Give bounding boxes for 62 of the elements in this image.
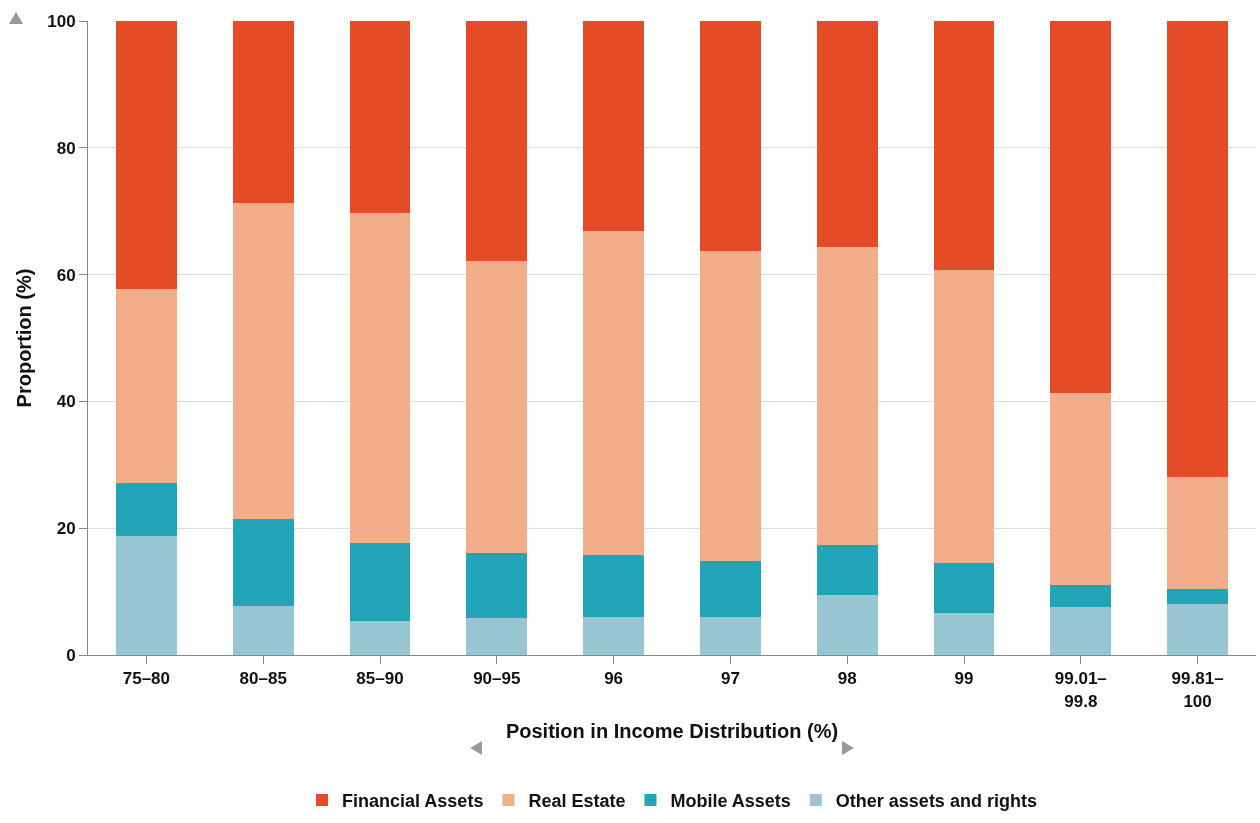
bar <box>349 620 411 655</box>
bar <box>1050 21 1112 394</box>
x-tick-label: 75–80 <box>122 669 171 689</box>
bar <box>583 616 644 655</box>
bar <box>933 270 995 564</box>
y-tick-label: 60 <box>56 265 76 285</box>
x-tick-label: 96 <box>604 669 624 689</box>
bar <box>349 21 411 214</box>
bar <box>933 563 995 613</box>
bar <box>816 21 878 247</box>
bar <box>700 561 761 617</box>
y-tick-label: 0 <box>66 645 76 665</box>
x-tick-label: 99.01– 99.8 <box>1054 669 1107 711</box>
legend-label: Mobile Assets <box>670 791 791 812</box>
bar <box>466 618 528 655</box>
bar <box>116 535 177 655</box>
y-tick-label: 40 <box>56 392 76 412</box>
bar <box>1167 21 1228 477</box>
bar <box>232 21 294 203</box>
bar <box>116 483 177 536</box>
x-tick-label: 97 <box>720 669 740 689</box>
bar <box>700 21 761 251</box>
bar <box>116 21 177 289</box>
bar <box>1050 607 1112 655</box>
bar <box>1050 585 1112 608</box>
bar <box>1167 476 1228 590</box>
bar <box>816 246 878 545</box>
bar <box>1050 393 1112 586</box>
bar <box>466 260 528 553</box>
bar <box>933 21 995 271</box>
legend-label: Other assets and rights <box>835 791 1037 812</box>
bar <box>816 544 878 595</box>
bar <box>816 594 878 655</box>
bar <box>583 555 644 617</box>
bar <box>583 21 644 232</box>
y-tick-label: 20 <box>56 519 76 539</box>
x-tick-label: 99.81– 100 <box>1171 669 1224 711</box>
legend-label: Financial Assets <box>342 791 484 812</box>
bar <box>232 202 294 520</box>
x-tick-label: 90–95 <box>473 669 521 689</box>
x-tick-label: 85–90 <box>356 669 404 689</box>
bar <box>349 213 411 543</box>
x-axis-title: Position in Income Distribution (%) <box>505 720 839 742</box>
bar <box>1167 589 1228 604</box>
x-tick-label: 80–85 <box>239 669 287 689</box>
bar <box>466 21 528 261</box>
y-tick-label: 100 <box>47 11 76 31</box>
x-tick-label: 98 <box>837 669 857 689</box>
bar <box>232 519 294 606</box>
y-axis-title: Proportion (%) <box>12 268 35 408</box>
legend-label: Real Estate <box>528 791 626 812</box>
bar <box>933 612 995 655</box>
bar <box>349 542 411 621</box>
bar <box>583 231 644 556</box>
x-tick-label: 99 <box>954 669 974 689</box>
bar <box>466 552 528 619</box>
y-tick-label: 80 <box>56 138 76 158</box>
bar <box>232 605 294 655</box>
bar <box>700 250 761 562</box>
bar <box>700 616 761 655</box>
bar <box>1167 603 1228 655</box>
bar <box>116 288 177 484</box>
